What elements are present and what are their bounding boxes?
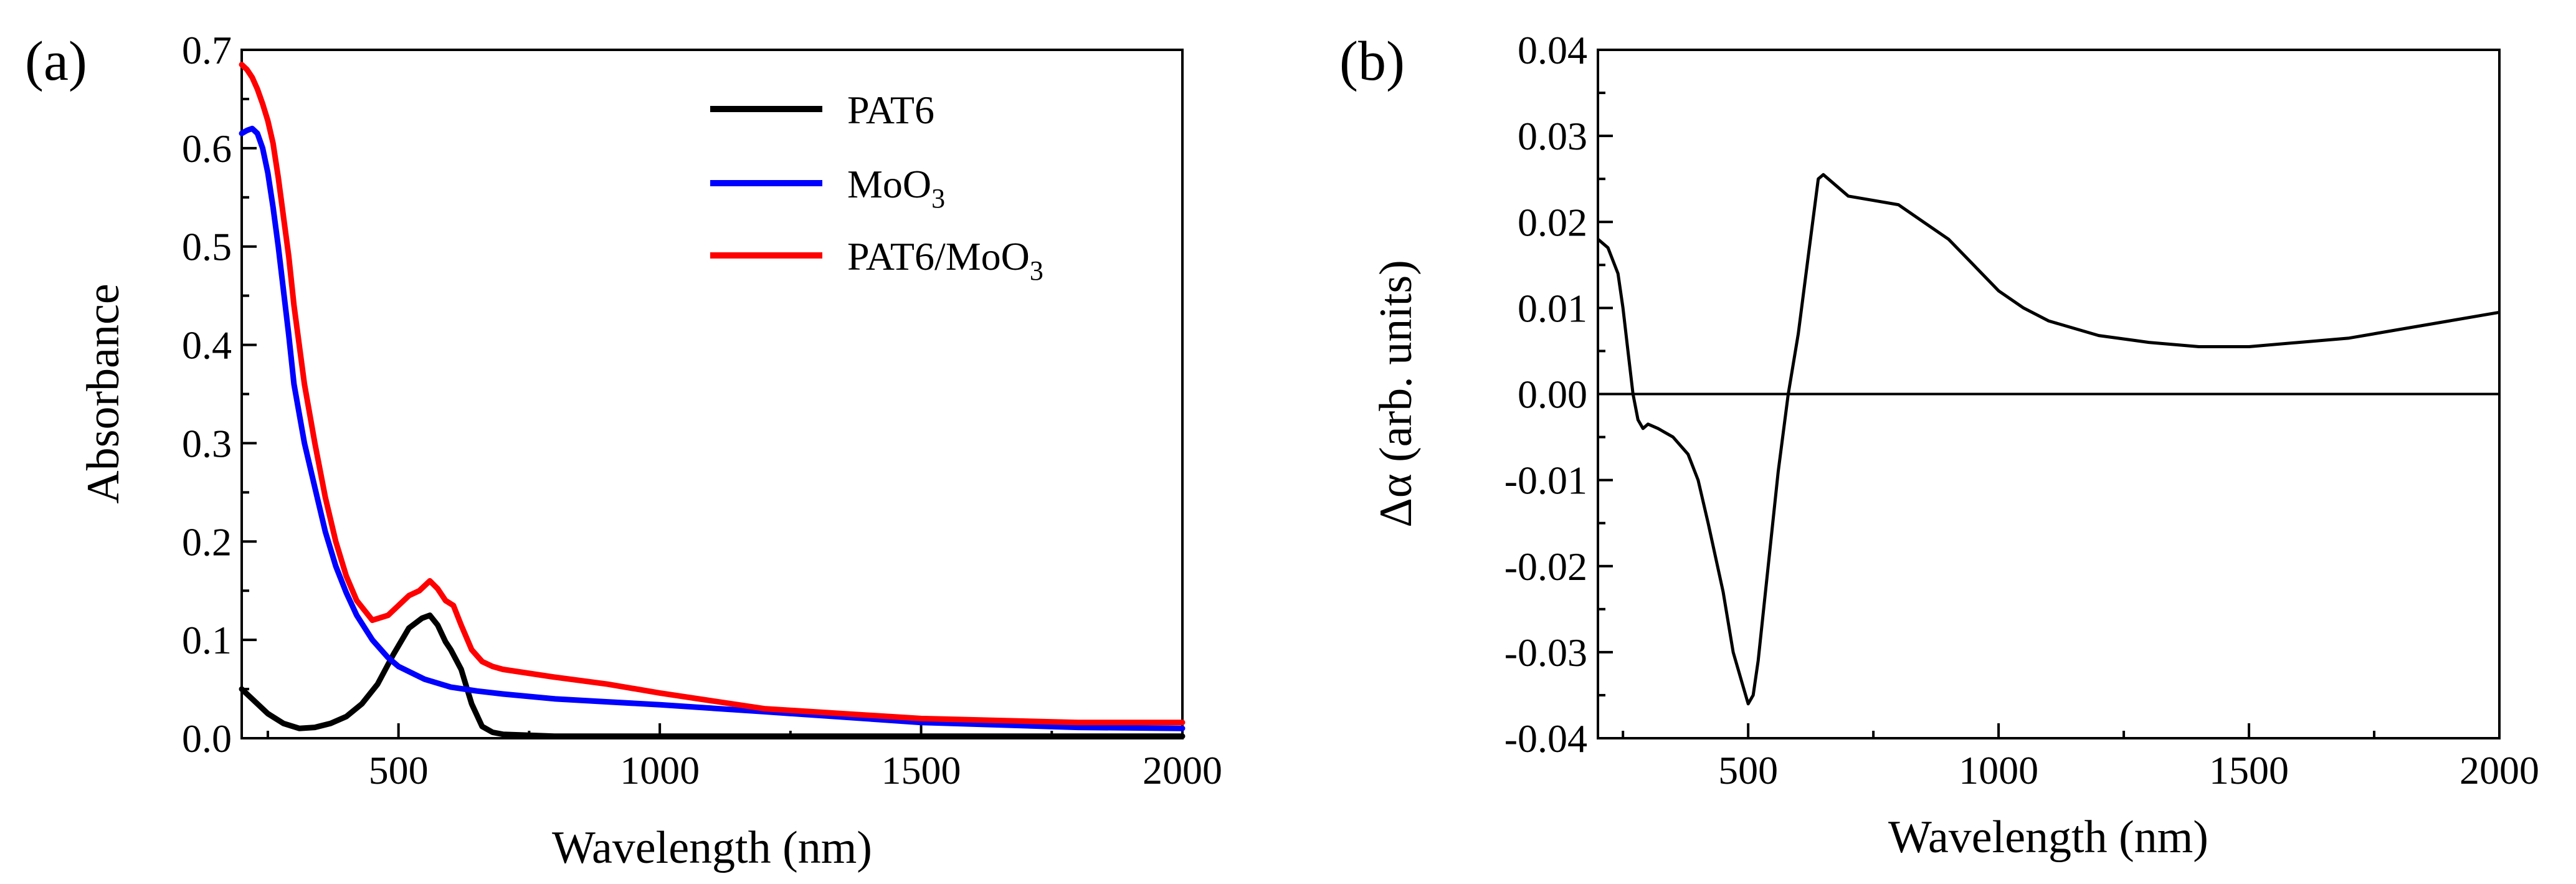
panel-a-y-axis-title: Absorbance [78, 283, 129, 503]
y-tick-label-b-1: 0.03 [1518, 114, 1587, 158]
panel-b-y-axis-title: Δα (arb. units) [1371, 260, 1422, 528]
panel-a-plot-frame [240, 49, 1184, 739]
series-line-a-1 [239, 125, 1186, 731]
series-line-b-0 [1597, 173, 2500, 706]
y-tick-label-b-8: -0.04 [1504, 716, 1587, 761]
y-tick-label-b-4: 0.00 [1518, 373, 1587, 417]
legend-label-pat6-moo3: PAT6/MoO3 [847, 234, 1043, 286]
panel-b-tick-labels: 500 1000 1500 2000 0.04 0.03 0.02 0.01 0.00 -0.01… [1504, 28, 2539, 792]
series-line-a-2 [239, 62, 1186, 726]
x-tick-label-b-2: 1500 [2209, 748, 2289, 792]
y-tick-label-a-7: 0.7 [182, 28, 232, 72]
series-line-a-0 [239, 612, 1186, 739]
panel-b-x-axis-title: Wavelength (nm) [1888, 812, 2208, 863]
x-tick-label-a-0: 500 [369, 748, 429, 792]
y-tick-label-b-6: -0.02 [1504, 544, 1587, 589]
y-tick-label-b-5: -0.01 [1504, 459, 1587, 503]
y-tick-label-a-6: 0.6 [182, 126, 232, 171]
legend-label-moo3: MoO3 [847, 162, 945, 214]
panel-b-label: (b) [1339, 31, 1405, 92]
legend-item-moo3: MoO3 [710, 162, 945, 214]
legend-item-pat6-moo3: PAT6/MoO3 [710, 234, 1043, 286]
x-tick-label-a-3: 2000 [1143, 748, 1222, 792]
y-tick-label-a-0: 0.0 [182, 716, 232, 761]
x-tick-label-b-1: 1000 [1959, 748, 2038, 792]
y-tick-label-a-5: 0.5 [182, 225, 232, 269]
legend-label-pat6: PAT6 [847, 88, 934, 132]
panel-b-series [1597, 173, 2500, 706]
panel-a-legend: PAT6 MoO3 PAT6/MoO3 [710, 88, 1043, 286]
x-tick-label-a-1: 1000 [620, 748, 700, 792]
y-tick-label-b-2: 0.02 [1518, 200, 1587, 244]
x-tick-label-b-0: 500 [1718, 748, 1778, 792]
panel-b-ticks [1598, 49, 2501, 739]
y-tick-label-b-3: 0.01 [1518, 286, 1587, 330]
panel-a-absorbance-chart: (a) 500 1000 1500 2000 0.0 0.1 0.2 0.3 0.4 0.5 0.6… [25, 28, 1222, 873]
panel-a-x-axis-title: Wavelength (nm) [552, 822, 872, 873]
x-tick-label-b-3: 2000 [2460, 748, 2539, 792]
y-tick-label-b-7: -0.03 [1504, 630, 1587, 675]
y-tick-label-b-0: 0.04 [1518, 28, 1587, 72]
panel-b-difference-chart: (b) 500 1000 1500 2000 0.04 0.03 0.02 0.01 0.00 -… [1339, 28, 2539, 863]
panel-a-label: (a) [25, 31, 87, 92]
panel-a-ticks [242, 49, 1184, 739]
panel-a-tick-labels: 500 1000 1500 2000 0.0 0.1 0.2 0.3 0.4 0.5 0.6 0.7 [182, 28, 1222, 792]
y-tick-label-a-3: 0.3 [182, 421, 232, 465]
panel-a-series [239, 62, 1186, 739]
legend-item-pat6: PAT6 [710, 88, 934, 132]
y-tick-label-a-1: 0.1 [182, 618, 232, 662]
x-tick-label-a-2: 1500 [882, 748, 961, 792]
y-tick-label-a-2: 0.2 [182, 520, 232, 564]
y-tick-label-a-4: 0.4 [182, 323, 232, 368]
